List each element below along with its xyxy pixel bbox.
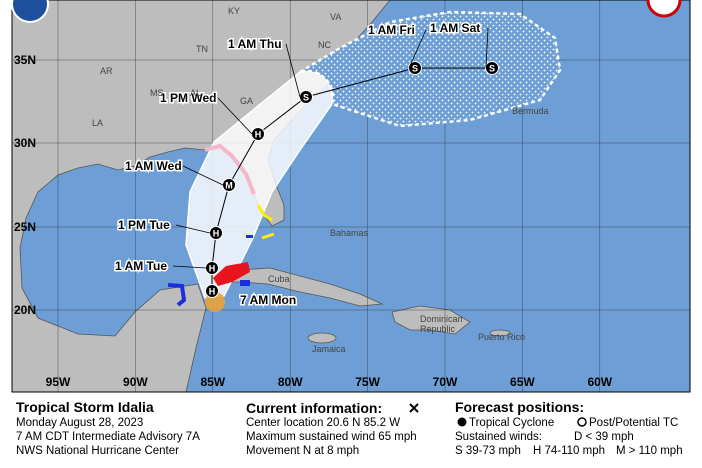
cone-3day — [185, 70, 334, 299]
label-leader — [182, 165, 224, 186]
region-label: AR — [100, 66, 113, 76]
noaa-logo — [11, 0, 49, 23]
lat-label: 30N — [14, 136, 36, 150]
info-panel: Tropical Storm Idalia Monday August 28, … — [16, 399, 683, 457]
storm-name: Tropical Storm Idalia — [16, 399, 154, 415]
current-line: Center location 20.6 N 85.2 W — [246, 417, 400, 429]
region-label: KY — [228, 6, 240, 16]
watch-blue-2 — [240, 280, 250, 286]
source: NWS National Hurricane Center — [16, 445, 179, 457]
forecast-marker — [485, 61, 499, 75]
region-label: LA — [92, 118, 103, 128]
label-leader — [217, 97, 253, 135]
forecast-symbol: H — [209, 287, 216, 297]
label-leader — [172, 265, 207, 269]
legend-entry: Tropical Cyclone — [469, 417, 554, 429]
label-leader — [485, 27, 489, 69]
lon-label: 85W — [200, 375, 225, 389]
forecast-time: 1 AM Wed — [125, 159, 182, 173]
label-leader — [408, 29, 427, 69]
region-label: Dominican — [420, 314, 463, 324]
puerto-rico — [489, 329, 511, 337]
lon-label: 75W — [355, 375, 380, 389]
legend-post-icon — [577, 417, 587, 427]
wind-class: S 39-73 mph — [455, 445, 521, 457]
warning-yellow — [256, 204, 275, 240]
warning-pink — [204, 143, 256, 195]
hispaniola — [391, 305, 471, 335]
jamaica — [307, 332, 337, 344]
current-title: Current information: — [246, 400, 382, 416]
watch-blue — [167, 283, 187, 307]
lon-label: 60W — [587, 375, 612, 389]
forecast-time: 1 PM Tue — [118, 218, 170, 232]
legend-cyclone-icon — [457, 417, 467, 427]
nws-logo — [646, 0, 682, 18]
winds-label: Sustained winds: — [455, 431, 542, 443]
forecast-symbol: S — [489, 64, 495, 74]
region-label: NC — [318, 40, 331, 50]
wind-class: D < 39 mph — [574, 431, 634, 443]
forecast-marker — [408, 61, 422, 75]
lat-label: 25N — [14, 220, 36, 234]
forecast-marker — [299, 90, 313, 104]
legend-entry: Post/Potential TC — [589, 417, 678, 429]
forecast-symbol: H — [213, 229, 220, 239]
forecast-symbol: S — [303, 93, 309, 103]
forecast-time: 7 AM Mon — [240, 293, 296, 307]
lon-label: 80W — [278, 375, 303, 389]
lon-label: 65W — [510, 375, 535, 389]
forecast-symbol: M — [225, 181, 233, 191]
date: Monday August 28, 2023 — [16, 417, 143, 429]
advisory: 7 AM CDT Intermediate Advisory 7A — [16, 431, 200, 443]
current-line: Movement N at 8 mph — [246, 445, 359, 457]
map-frame — [11, 0, 691, 393]
region-label: Jamaica — [312, 344, 346, 354]
watch-blue-3 — [246, 235, 253, 238]
wind-class: H 74-110 mph — [533, 445, 605, 457]
warning-red — [213, 262, 250, 286]
label-leader — [175, 224, 211, 234]
map: 7 AM Mon H H 1 AM Tue H 1 PM Tue M 1 AM Wed H 1 P… — [12, 0, 690, 392]
forecast-title: Forecast positions: — [455, 399, 584, 415]
region-label: VA — [330, 12, 341, 22]
label-leader — [285, 43, 301, 98]
forecast-symbol: H — [255, 130, 262, 140]
current-line: Maximum sustained wind 65 mph — [246, 431, 417, 443]
axis-labels: 35N 30N 25N 20N 95W 90W 85W 80W 75W 70W 65W 60W — [14, 53, 613, 389]
forecast-time: 1 PM Wed — [160, 91, 216, 105]
forecast-time: 1 AM Thu — [228, 37, 282, 51]
region-label: Republic — [420, 324, 456, 334]
forecast-time: 1 AM Tue — [115, 259, 167, 273]
region-label: AL — [190, 88, 201, 98]
current-icon — [409, 403, 419, 413]
region-label: Cuba — [268, 274, 290, 284]
wind-class: M > 110 mph — [616, 445, 683, 457]
cone-5day — [299, 10, 562, 128]
region-label: Bermuda — [512, 106, 549, 116]
region-label: Bahamas — [330, 228, 369, 238]
forecast-time: 1 AM Sat — [430, 21, 480, 35]
lon-label: 95W — [46, 375, 71, 389]
lat-label: 35N — [14, 53, 36, 67]
forecast-marker — [205, 284, 219, 298]
forecast-points: 7 AM Mon H H 1 AM Tue H 1 PM Tue M 1 AM Wed H 1 P… — [114, 20, 499, 309]
region-label: Puerto Rico — [478, 332, 525, 342]
region-label: TN — [196, 44, 208, 54]
forecast-time: 1 AM Fri — [368, 23, 415, 37]
region-label: GA — [240, 96, 253, 106]
forecast-symbol: S — [412, 64, 418, 74]
lon-label: 90W — [123, 375, 148, 389]
region-label: MS — [150, 88, 164, 98]
cuba — [213, 267, 384, 307]
lon-label: 70W — [433, 375, 458, 389]
forecast-symbol: H — [209, 264, 216, 274]
lat-label: 20N — [14, 303, 36, 317]
